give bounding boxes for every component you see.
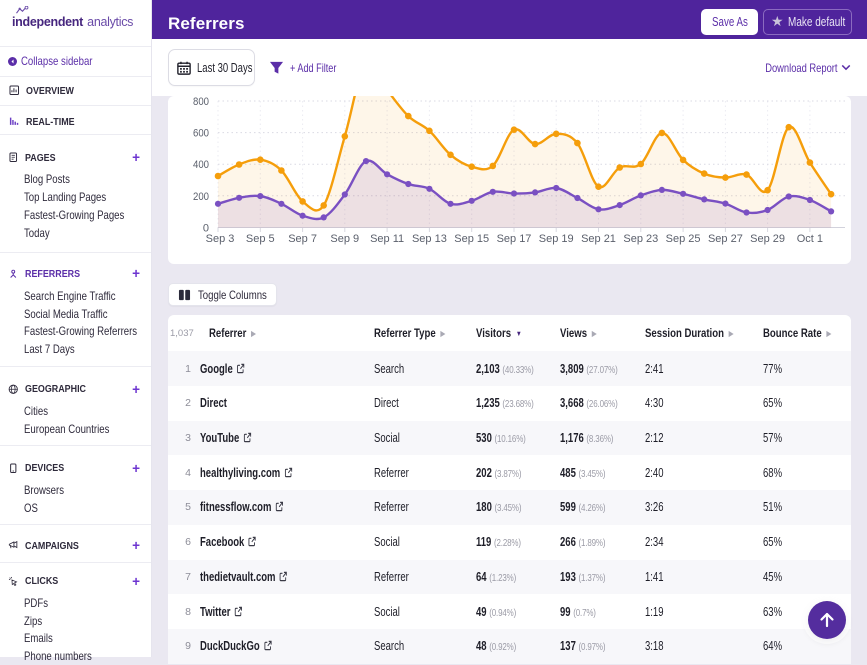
svg-text:Sep 7: Sep 7 bbox=[288, 233, 317, 245]
svg-text:Sep 27: Sep 27 bbox=[708, 233, 743, 245]
svg-text:Sep 25: Sep 25 bbox=[666, 233, 701, 245]
svg-text:Sep 11: Sep 11 bbox=[370, 233, 404, 245]
svg-text:Sep 13: Sep 13 bbox=[412, 233, 447, 245]
svg-text:200: 200 bbox=[193, 191, 209, 203]
svg-text:Oct 1: Oct 1 bbox=[797, 233, 823, 245]
svg-text:Sep 17: Sep 17 bbox=[497, 233, 532, 245]
svg-text:Sep 3: Sep 3 bbox=[206, 233, 235, 245]
svg-text:Sep 5: Sep 5 bbox=[246, 233, 275, 245]
svg-text:Sep 19: Sep 19 bbox=[539, 233, 574, 245]
svg-text:0: 0 bbox=[203, 223, 209, 235]
svg-text:800: 800 bbox=[193, 96, 209, 108]
svg-text:600: 600 bbox=[193, 128, 209, 140]
svg-text:Sep 23: Sep 23 bbox=[623, 233, 658, 245]
svg-text:Sep 9: Sep 9 bbox=[330, 233, 359, 245]
svg-text:400: 400 bbox=[193, 159, 209, 171]
svg-text:Sep 21: Sep 21 bbox=[581, 233, 616, 245]
svg-text:Sep 29: Sep 29 bbox=[750, 233, 785, 245]
svg-text:Sep 15: Sep 15 bbox=[454, 233, 489, 245]
